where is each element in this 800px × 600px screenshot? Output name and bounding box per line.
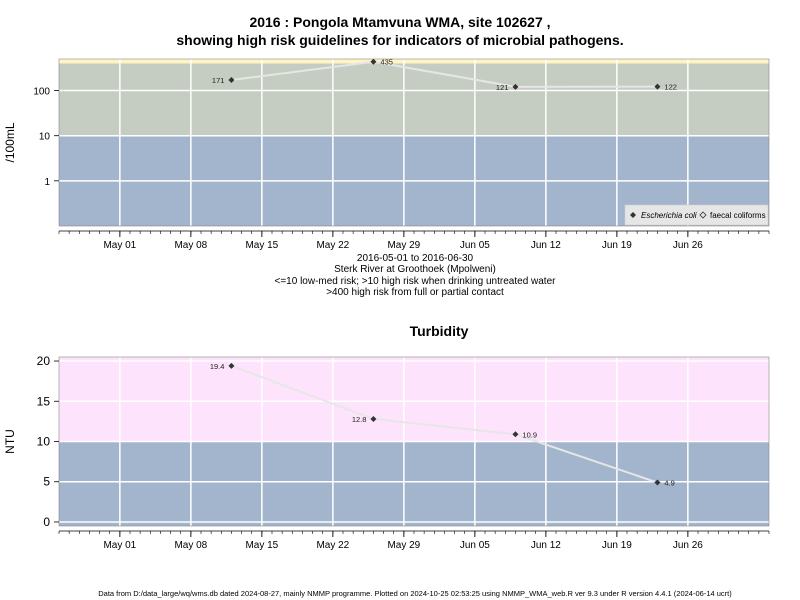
y-axis-label-0: /100mL [3,122,17,162]
legend-box [624,204,769,226]
data-point-1-0-2 [512,431,519,438]
y-tick-label-1-3: 15 [37,394,51,408]
x-tick-label-0-7: Jun 19 [602,240,632,251]
x-tick-label-1-3: May 22 [316,540,349,551]
caption-risk-note-2: >400 high risk from full or partial cont… [326,287,504,298]
x-tick-label-0-2: May 15 [245,240,278,251]
x-tick-label-0-4: May 29 [387,240,420,251]
data-point-1-0-3 [654,479,661,486]
x-tick-label-0-0: May 01 [103,240,136,251]
x-tick-label-1-2: May 15 [245,540,278,551]
x-tick-label-1-7: Jun 19 [602,540,632,551]
panel-title-1: Turbidity [410,323,469,339]
x-tick-label-0-1: May 08 [174,240,207,251]
x-tick-label-1-1: May 08 [174,540,207,551]
series-line-1-0 [231,364,658,484]
legend-marker-ecoli [630,212,636,218]
legend-marker-faecal [699,211,707,219]
caption-date-range: 2016-05-01 to 2016-06-30 [356,253,474,264]
legend-label-faecal: faecal coliforms [710,211,766,220]
x-tick-label-1-4: May 29 [387,540,420,551]
data-point-0-0-2 [512,83,519,90]
series-line-0-0 [231,60,658,88]
y-tick-label-0-2: 100 [33,87,50,98]
data-label-0-0-1: 435 [380,58,393,67]
y-tick-label-1-2: 10 [37,435,51,449]
data-label-1-0-2: 10.9 [522,430,537,439]
plot-frame-0 [58,58,770,227]
x-tick-label-1-0: May 01 [103,540,136,551]
y-tick-label-0-1: 10 [39,132,51,143]
x-tick-label-1-8: Jun 26 [673,540,703,551]
x-tick-label-0-8: Jun 26 [673,240,703,251]
data-label-1-0-3: 4.9 [664,479,674,488]
caption-risk-note-1: <=10 low-med risk; >10 high risk when dr… [274,276,556,287]
chart-title-line-2: showing high risk guidelines for indicat… [176,32,624,48]
x-tick-label-0-5: Jun 05 [460,240,490,251]
x-tick-label-0-3: May 22 [316,240,349,251]
risk-band-0-1 [59,63,769,136]
x-tick-label-0-6: Jun 12 [531,240,561,251]
risk-band-1-0 [59,441,769,526]
y-tick-label-1-4: 20 [37,354,51,368]
x-tick-label-1-6: Jun 12 [531,540,561,551]
data-label-1-0-1: 12.8 [352,415,367,424]
y-axis-label-1: NTU [3,429,17,454]
data-label-0-0-2: 121 [496,83,509,92]
legend-label-ecoli: Escherichia coli [641,211,697,220]
y-tick-label-0-0: 1 [44,177,50,188]
data-point-0-0-0 [228,77,235,84]
data-label-0-0-0: 171 [212,76,225,85]
risk-band-0-2 [59,59,769,64]
x-tick-label-1-5: Jun 05 [460,540,490,551]
data-point-1-0-0 [228,362,235,369]
footer-note: Data from D:/data_large/wq/wms.db dated … [98,589,732,598]
data-label-1-0-0: 19.4 [210,362,225,371]
data-point-0-0-1 [370,58,377,65]
y-tick-label-1-0: 0 [43,515,50,529]
data-label-0-0-3: 122 [664,83,677,92]
caption-site-name: Sterk River at Groothoek (Mpolweni) [334,264,496,275]
data-point-0-0-3 [654,83,661,90]
chart-title-line-1: 2016 : Pongola Mtamvuna WMA, site 102627… [249,14,551,30]
risk-band-1-1 [59,357,769,442]
y-tick-label-1-1: 5 [43,475,50,489]
data-point-1-0-1 [370,415,377,422]
